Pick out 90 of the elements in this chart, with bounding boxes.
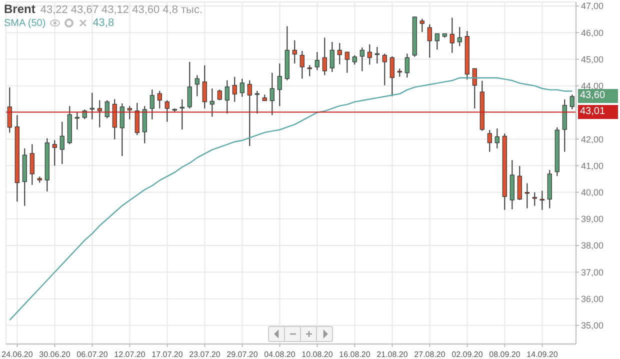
candlestick: [404, 53, 410, 78]
x-tick-label: 16.08.20: [339, 350, 371, 359]
candlestick: [314, 52, 320, 71]
y-tick-label: 41,00: [581, 160, 604, 171]
candlestick: [112, 98, 117, 140]
x-tick-label: 08.09.20: [489, 350, 521, 359]
candlestick: [457, 26, 462, 47]
candlestick: [434, 33, 440, 50]
candlestick: [337, 42, 342, 65]
candlestick: [570, 94, 574, 110]
candlestick: [524, 182, 530, 209]
candlestick: [330, 41, 334, 72]
x-tick-label: 17.07.20: [152, 350, 184, 359]
candlestick: [194, 74, 200, 97]
candlestick: [420, 18, 424, 33]
x-tick-label: 02.09.20: [452, 350, 484, 359]
ref-line-label: 43,01: [578, 105, 618, 120]
chart-subtitle: 43,22 43,67 43,12 43,60 4,8 тыс.: [40, 4, 203, 16]
candlestick: [30, 144, 34, 186]
y-tick-label: 47,00: [581, 1, 604, 12]
candlestick: [127, 106, 132, 120]
chart-title: Brent: [4, 2, 36, 16]
candlestick: [307, 64, 312, 77]
candlestick: [352, 54, 357, 66]
candlestick: [74, 111, 80, 130]
candlestick: [382, 53, 387, 86]
x-tick-label: 14.09.20: [526, 350, 558, 359]
candlestick: [374, 46, 380, 64]
candlestick: [104, 100, 110, 119]
y-tick-label: 45,00: [581, 54, 604, 64]
candlestick: [427, 24, 432, 58]
candlestick: [7, 86, 12, 134]
candlestick: [240, 78, 244, 98]
candlestick: [532, 192, 537, 206]
text: 43,60: [578, 89, 618, 104]
candlestick: [472, 68, 477, 109]
x-tick-label: 21.08.20: [376, 350, 408, 359]
candlestick: [360, 47, 364, 72]
candlestick: [97, 100, 102, 128]
y-tick-label: 44,00: [581, 81, 604, 92]
candlestick: [180, 98, 184, 130]
x-tick-label: 12.07.20: [114, 350, 146, 359]
candlestick: [150, 89, 154, 120]
candlestick: [494, 128, 500, 149]
candlestick: [277, 62, 282, 107]
candlestick: [390, 56, 394, 97]
y-tick-label: 36,00: [581, 294, 604, 304]
annotation: 43,8: [92, 17, 114, 29]
candlestick: [134, 102, 140, 136]
x-tick-label: 10.08.20: [302, 350, 334, 359]
y-tick-label: 37,00: [581, 267, 604, 278]
candlestick: [300, 50, 304, 80]
candlestick: [232, 76, 237, 102]
candlestick: [292, 40, 297, 64]
candlestick: [254, 90, 260, 114]
candlestick: [202, 64, 207, 109]
y-tick-label: 46,00: [581, 28, 604, 38]
y-tick-label: 39,00: [581, 214, 604, 224]
text: SMA (50): [4, 18, 46, 28]
candlestick: [367, 44, 372, 66]
candlestick: [540, 190, 544, 210]
candlestick: [224, 80, 230, 114]
candlestick: [187, 61, 192, 109]
candlestick: [142, 106, 147, 144]
candlestick: [322, 37, 327, 76]
x-tick-label: 23.07.20: [189, 350, 221, 359]
y-tick-label: 38,00: [581, 240, 604, 251]
candlestick: [164, 100, 170, 122]
candlestick: [52, 140, 57, 166]
candlestick: [344, 52, 350, 74]
candlestick: [487, 130, 492, 152]
candlestick: [90, 92, 94, 120]
candlestick: [517, 165, 522, 201]
candlestick: [210, 88, 214, 118]
candlestick: [60, 121, 64, 165]
candlestick: [120, 102, 124, 157]
y-tick-label: 40,00: [581, 187, 604, 198]
candlestick: [270, 72, 274, 116]
candlestick: [450, 17, 454, 54]
candlestick: [217, 89, 222, 101]
x-tick-label: 27.08.20: [414, 350, 446, 359]
x-tick-label: 29.07.20: [226, 350, 258, 359]
y-tick-label: 42,00: [581, 134, 604, 144]
x-tick-label: 24.06.20: [2, 350, 34, 359]
x-tick-label: 04.08.20: [264, 350, 296, 359]
candlestick: [157, 90, 162, 109]
candlestick: [247, 80, 252, 146]
x-tick-label: 30.06.20: [39, 350, 71, 359]
y-tick-label: 35,00: [581, 320, 604, 331]
x-tick-label: 06.07.20: [76, 350, 108, 359]
